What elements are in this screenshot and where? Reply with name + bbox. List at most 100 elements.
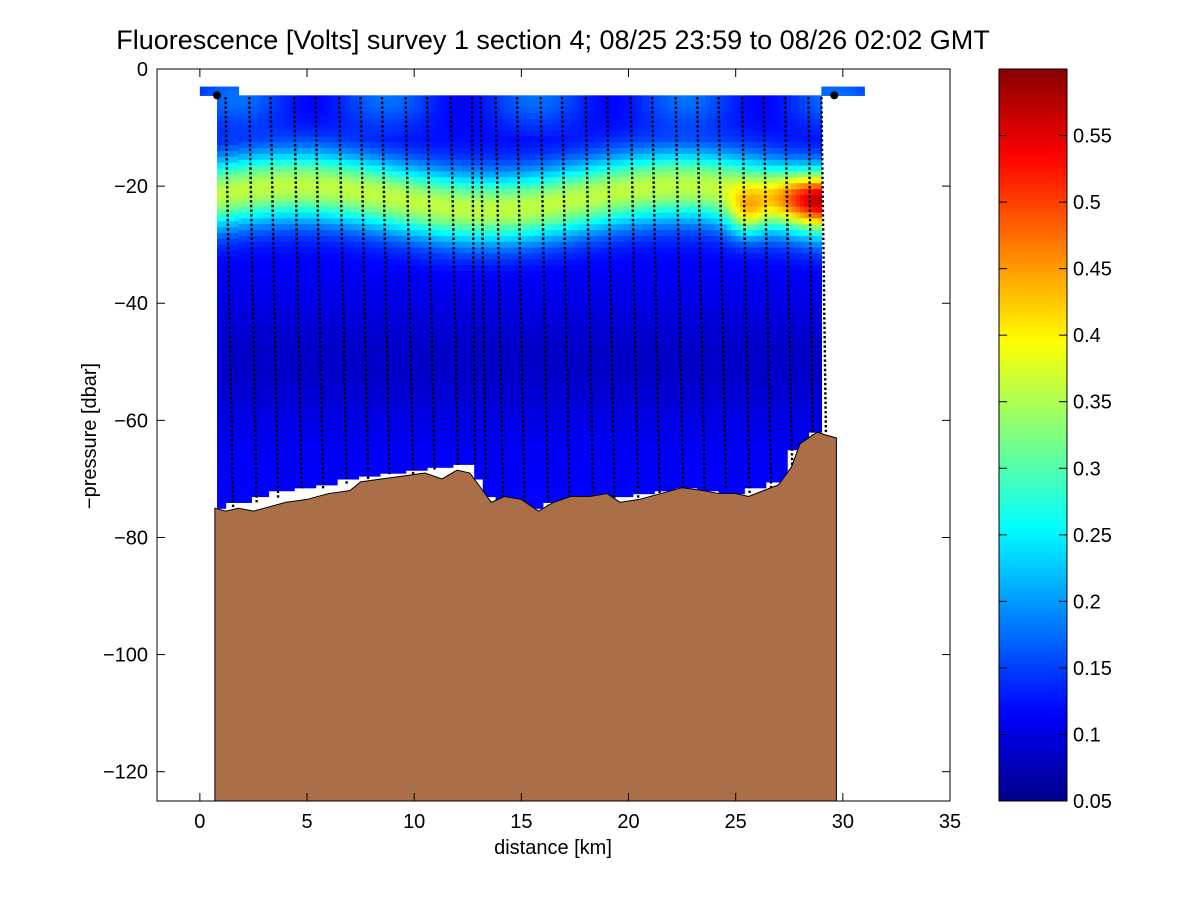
field-cell xyxy=(243,406,248,412)
field-cell xyxy=(466,160,471,166)
field-cell xyxy=(393,464,398,470)
field-cell xyxy=(444,406,449,412)
field-cell xyxy=(388,207,393,213)
field-cell xyxy=(530,160,535,166)
field-cell xyxy=(418,230,423,236)
field-cell xyxy=(436,107,441,113)
field-cell xyxy=(311,189,316,195)
field-cell xyxy=(418,107,423,113)
field-cell xyxy=(320,95,325,101)
field-cell xyxy=(303,365,308,371)
field-cell xyxy=(350,283,355,289)
field-cell xyxy=(508,412,513,418)
field-cell xyxy=(436,283,441,289)
field-cell xyxy=(260,441,265,447)
field-cell xyxy=(286,476,291,482)
field-cell xyxy=(401,353,406,359)
field-cell xyxy=(251,130,256,136)
field-cell xyxy=(530,464,535,470)
field-cell xyxy=(483,95,488,101)
field-cell xyxy=(504,283,509,289)
field-cell xyxy=(526,177,531,183)
field-cell xyxy=(436,359,441,365)
field-cell xyxy=(268,289,273,295)
field-cell xyxy=(273,177,278,183)
field-cell xyxy=(260,388,265,394)
field-cell xyxy=(307,312,312,318)
field-cell xyxy=(508,171,513,177)
field-cell xyxy=(466,283,471,289)
field-cell xyxy=(328,142,333,148)
field-cell xyxy=(243,242,248,248)
field-cell xyxy=(226,391,231,397)
field-cell xyxy=(414,265,419,271)
field-cell xyxy=(243,236,248,242)
field-cell xyxy=(328,300,333,306)
field-cell xyxy=(273,183,278,189)
field-cell xyxy=(496,388,501,394)
field-cell xyxy=(487,107,492,113)
field-cell xyxy=(324,253,329,259)
field-cell xyxy=(328,470,333,476)
field-cell xyxy=(440,412,445,418)
field-cell xyxy=(238,376,243,382)
field-cell xyxy=(281,359,286,365)
field-cell xyxy=(491,248,496,254)
field-cell xyxy=(294,382,299,388)
field-cell xyxy=(530,218,535,224)
field-cell xyxy=(277,224,282,230)
field-cell xyxy=(478,470,483,476)
field-cell xyxy=(526,195,531,201)
field-cell xyxy=(307,271,312,277)
field-cell xyxy=(333,283,338,289)
field-cell xyxy=(238,230,243,236)
field-cell xyxy=(397,154,402,160)
field-cell xyxy=(367,318,372,324)
field-cell xyxy=(226,479,231,485)
field-cell xyxy=(371,218,376,224)
field-cell xyxy=(444,212,449,218)
field-cell xyxy=(350,230,355,236)
field-cell xyxy=(526,353,531,359)
field-cell xyxy=(513,294,518,300)
field-cell xyxy=(303,470,308,476)
field-cell xyxy=(376,359,381,365)
field-cell xyxy=(414,400,419,406)
field-cell xyxy=(307,324,312,330)
field-cell xyxy=(234,344,239,350)
field-cell xyxy=(234,315,239,321)
field-cell xyxy=(436,218,441,224)
field-cell xyxy=(243,441,248,447)
field-cell xyxy=(277,400,282,406)
field-cell xyxy=(346,271,351,277)
field-cell xyxy=(260,148,265,154)
field-cell xyxy=(397,464,402,470)
field-cell xyxy=(444,154,449,160)
field-cell xyxy=(393,394,398,400)
field-cell xyxy=(260,142,265,148)
field-cell xyxy=(431,201,436,207)
field-cell xyxy=(286,464,291,470)
field-cell xyxy=(526,406,531,412)
field-cell xyxy=(268,412,273,418)
field-cell xyxy=(264,230,269,236)
field-cell xyxy=(401,324,406,330)
field-cell xyxy=(427,388,432,394)
field-cell xyxy=(513,376,518,382)
field-cell xyxy=(217,145,222,151)
field-cell xyxy=(521,289,526,295)
field-cell xyxy=(504,166,509,172)
field-cell xyxy=(277,271,282,277)
field-cell xyxy=(217,180,222,186)
field-cell xyxy=(508,371,513,377)
field-cell xyxy=(388,300,393,306)
field-cell xyxy=(487,494,492,498)
field-cell xyxy=(474,224,479,230)
field-cell xyxy=(230,192,235,198)
field-cell xyxy=(474,283,479,289)
field-cell xyxy=(238,160,243,166)
field-cell xyxy=(277,300,282,306)
field-cell xyxy=(324,130,329,136)
field-cell xyxy=(238,406,243,412)
field-cell xyxy=(354,101,359,107)
